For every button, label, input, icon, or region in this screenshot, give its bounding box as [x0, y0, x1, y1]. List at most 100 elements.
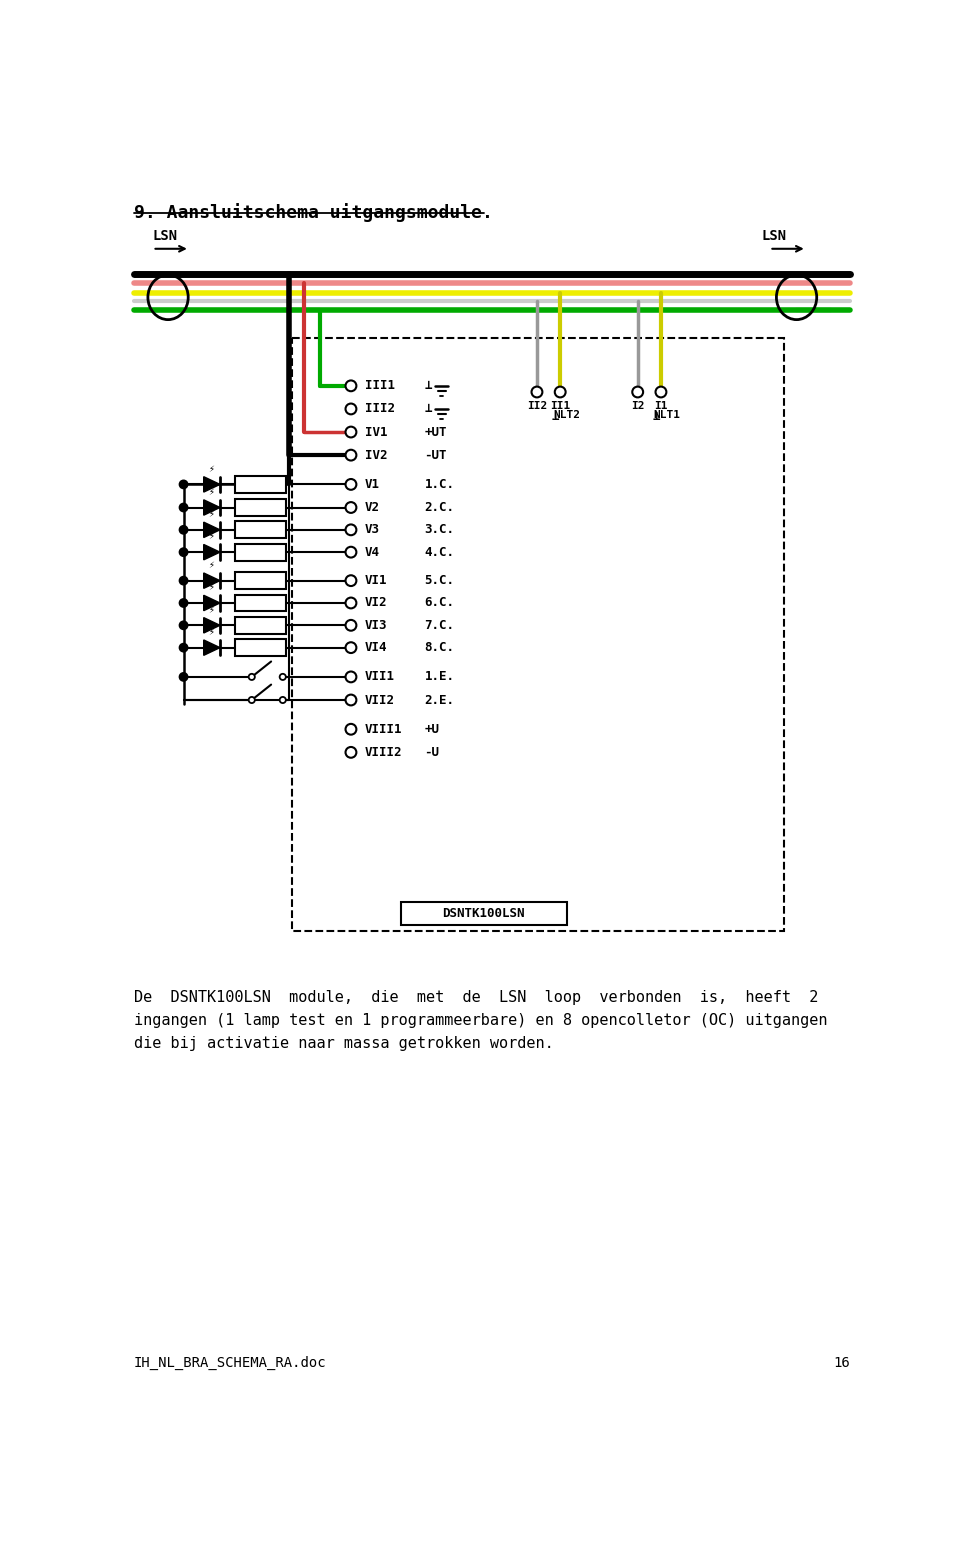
Text: ⊥: ⊥ [424, 379, 432, 393]
Polygon shape [204, 545, 220, 560]
Polygon shape [204, 640, 220, 656]
Text: I1: I1 [654, 401, 668, 412]
Text: ⚡: ⚡ [208, 627, 214, 637]
Text: VI1: VI1 [365, 574, 388, 588]
Text: LSN: LSN [153, 229, 178, 243]
Text: VII1: VII1 [365, 670, 395, 684]
Circle shape [279, 674, 286, 681]
Text: DSNTK100LSN: DSNTK100LSN [443, 907, 525, 920]
Bar [234, 617, 286, 634]
Bar [400, 902, 567, 925]
Circle shape [346, 524, 356, 535]
Circle shape [346, 597, 356, 608]
Circle shape [346, 747, 356, 758]
Circle shape [656, 387, 666, 398]
Circle shape [249, 674, 254, 681]
Text: IH_NL_BRA_SCHEMA_RA.doc: IH_NL_BRA_SCHEMA_RA.doc [134, 1355, 326, 1371]
Text: IV2: IV2 [365, 449, 388, 461]
Text: 2.C.: 2.C. [424, 501, 455, 514]
Text: 9. Aansluitschema uitgangsmodule.: 9. Aansluitschema uitgangsmodule. [134, 203, 492, 221]
Circle shape [346, 546, 356, 557]
Text: ⊥: ⊥ [424, 402, 432, 416]
Text: ⚡: ⚡ [208, 582, 214, 593]
Text: ⊥: ⊥ [552, 410, 560, 424]
Circle shape [180, 622, 187, 630]
Text: VI4: VI4 [365, 640, 388, 654]
Circle shape [279, 696, 286, 702]
Bar [234, 476, 286, 493]
Circle shape [633, 387, 643, 398]
Text: ⚡: ⚡ [208, 509, 214, 520]
Polygon shape [204, 572, 220, 588]
Text: V3: V3 [365, 523, 380, 537]
Text: VI3: VI3 [365, 619, 388, 631]
Circle shape [249, 696, 254, 702]
Text: 16: 16 [833, 1355, 850, 1371]
Text: +UT: +UT [424, 425, 447, 438]
Polygon shape [204, 523, 220, 537]
Text: ⚡: ⚡ [208, 560, 214, 569]
Text: die bij activatie naar massa getrokken worden.: die bij activatie naar massa getrokken w… [134, 1036, 554, 1052]
Circle shape [180, 673, 187, 681]
Text: ingangen (1 lamp test en 1 programmeerbare) en 8 opencolletor (OC) uitgangen: ingangen (1 lamp test en 1 programmeerba… [134, 1013, 828, 1029]
Text: 4.C.: 4.C. [424, 546, 455, 558]
Text: 3.C.: 3.C. [424, 523, 455, 537]
Circle shape [180, 548, 187, 555]
Text: V4: V4 [365, 546, 380, 558]
Bar [234, 572, 286, 589]
Circle shape [180, 644, 187, 651]
Text: 2.E.: 2.E. [424, 693, 455, 707]
Text: -UT: -UT [424, 449, 447, 461]
Circle shape [346, 724, 356, 735]
Circle shape [180, 577, 187, 585]
Circle shape [346, 427, 356, 438]
Text: 5.C.: 5.C. [424, 574, 455, 588]
Circle shape [346, 575, 356, 586]
Text: ⊥: ⊥ [653, 410, 660, 424]
Text: II2: II2 [527, 401, 547, 412]
Circle shape [346, 450, 356, 461]
Text: V2: V2 [365, 501, 380, 514]
Circle shape [346, 480, 356, 490]
Text: II1: II1 [550, 401, 570, 412]
Text: 7.C.: 7.C. [424, 619, 455, 631]
Text: -U: -U [424, 746, 440, 760]
Circle shape [346, 404, 356, 415]
Text: V1: V1 [365, 478, 380, 490]
Polygon shape [204, 476, 220, 492]
Text: +U: +U [424, 722, 440, 736]
Circle shape [346, 503, 356, 514]
Text: VI2: VI2 [365, 597, 388, 610]
Text: NLT2: NLT2 [553, 410, 580, 421]
Bar [292, 339, 784, 931]
Circle shape [346, 671, 356, 682]
Bar [234, 543, 286, 560]
Text: ⚡: ⚡ [208, 487, 214, 497]
Text: VIII2: VIII2 [365, 746, 402, 760]
Bar [234, 594, 286, 611]
Circle shape [555, 387, 565, 398]
Polygon shape [204, 617, 220, 633]
Text: ⚡: ⚡ [208, 531, 214, 541]
Circle shape [346, 381, 356, 391]
Text: VIII1: VIII1 [365, 722, 402, 736]
Text: 1.C.: 1.C. [424, 478, 455, 490]
Text: I2: I2 [631, 401, 644, 412]
Bar [234, 500, 286, 517]
Text: 6.C.: 6.C. [424, 597, 455, 610]
Polygon shape [204, 596, 220, 611]
Text: LSN: LSN [761, 229, 787, 243]
Circle shape [346, 620, 356, 631]
Circle shape [180, 526, 187, 534]
Text: NLT1: NLT1 [654, 410, 681, 421]
Circle shape [532, 387, 542, 398]
Text: III2: III2 [365, 402, 395, 416]
Text: ⚡: ⚡ [208, 464, 214, 473]
Text: III1: III1 [365, 379, 395, 393]
Circle shape [180, 599, 187, 606]
Text: De  DSNTK100LSN  module,  die  met  de  LSN  loop  verbonden  is,  heeft  2: De DSNTK100LSN module, die met de LSN lo… [134, 990, 818, 1006]
Circle shape [346, 695, 356, 705]
Bar [234, 639, 286, 656]
Text: 8.C.: 8.C. [424, 640, 455, 654]
Text: VII2: VII2 [365, 693, 395, 707]
